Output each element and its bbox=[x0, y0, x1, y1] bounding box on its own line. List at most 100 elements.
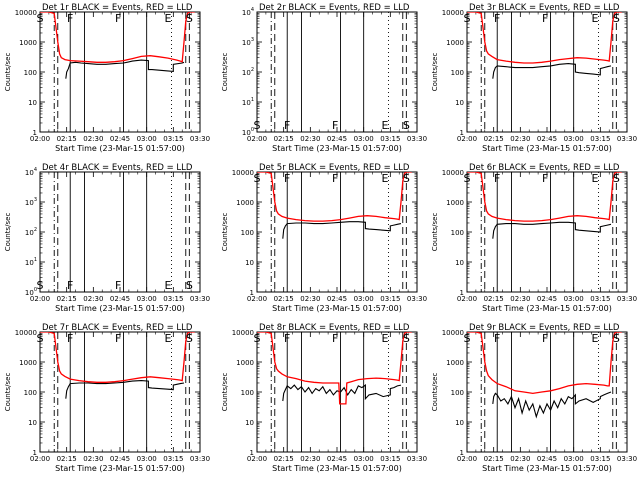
x-tick-label: 02:15 bbox=[57, 295, 77, 303]
marker-E: E bbox=[165, 279, 172, 292]
series-lld bbox=[467, 172, 622, 222]
marker-S: S bbox=[403, 119, 410, 132]
plot-frame bbox=[256, 331, 418, 453]
y-tick-label: 1000 bbox=[446, 359, 464, 367]
x-tick-label: 02:00 bbox=[457, 135, 477, 143]
y-axis-label: Counts/sec bbox=[4, 373, 12, 412]
y-tick-label: 102 bbox=[25, 227, 37, 237]
marker-S: S bbox=[613, 172, 620, 185]
x-tick-label: 02:15 bbox=[274, 135, 294, 143]
y-tick-label: 10000 bbox=[442, 329, 464, 337]
x-tick-label: 02:30 bbox=[300, 295, 320, 303]
x-tick-label: 02:45 bbox=[327, 135, 347, 143]
y-tick-label: 10 bbox=[455, 99, 464, 107]
y-tick-label: 1 bbox=[460, 289, 464, 297]
series-events bbox=[492, 63, 612, 79]
x-tick-label: 02:00 bbox=[30, 295, 50, 303]
x-tick-label: 02:00 bbox=[457, 295, 477, 303]
panel-2: Det 2r BLACK = Events, RED = LLD Counts/s… bbox=[221, 3, 427, 153]
panel-9: Det 9r BLACK = Events, RED = LLD Counts/s… bbox=[431, 323, 637, 473]
panel-8: Det 8r BLACK = Events, RED = LLD Counts/s… bbox=[221, 323, 427, 473]
plot-frame bbox=[39, 171, 201, 293]
x-tick-label: 02:00 bbox=[247, 135, 267, 143]
marker-S: S bbox=[613, 12, 620, 25]
panel-title: Det 7r BLACK = Events, RED = LLD bbox=[42, 323, 193, 333]
series-events bbox=[65, 59, 185, 79]
marker-S: S bbox=[37, 279, 44, 292]
series-lld bbox=[40, 12, 195, 63]
series-lld bbox=[257, 172, 412, 222]
panel-title: Det 2r BLACK = Events, RED = LLD bbox=[259, 3, 410, 13]
x-tick-label: 02:00 bbox=[457, 455, 477, 463]
y-tick-label: 1 bbox=[250, 289, 254, 297]
x-tick-label: 02:00 bbox=[30, 455, 50, 463]
y-axis-label: Counts/sec bbox=[4, 213, 12, 252]
x-tick-label: 03:30 bbox=[617, 295, 637, 303]
y-tick-label: 1 bbox=[250, 449, 254, 457]
x-tick-label: 03:00 bbox=[354, 295, 374, 303]
plot-frame bbox=[39, 11, 201, 133]
x-tick-label: 02:45 bbox=[110, 295, 130, 303]
panel-7: Det 7r BLACK = Events, RED = LLD Counts/s… bbox=[4, 323, 210, 473]
y-tick-label: 1000 bbox=[446, 199, 464, 207]
y-tick-label: 1000 bbox=[19, 39, 37, 47]
panel-title: Det 6r BLACK = Events, RED = LLD bbox=[469, 163, 620, 173]
series-events bbox=[282, 384, 402, 402]
marker-S: S bbox=[254, 332, 261, 345]
x-tick-label: 03:00 bbox=[354, 135, 374, 143]
marker-F: F bbox=[115, 332, 121, 345]
marker-F: F bbox=[542, 12, 548, 25]
x-tick-label: 02:15 bbox=[484, 295, 504, 303]
x-tick-label: 02:15 bbox=[274, 455, 294, 463]
panel-5: Det 5r BLACK = Events, RED = LLD Counts/s… bbox=[221, 163, 427, 313]
marker-F: F bbox=[284, 172, 290, 185]
marker-F: F bbox=[67, 279, 73, 292]
x-tick-label: 02:30 bbox=[510, 455, 530, 463]
x-tick-label: 03:00 bbox=[354, 455, 374, 463]
y-tick-label: 1000 bbox=[236, 359, 254, 367]
series-lld bbox=[467, 332, 622, 395]
series-lld bbox=[40, 332, 195, 383]
x-tick-label: 03:00 bbox=[564, 455, 584, 463]
x-tick-label: 02:30 bbox=[300, 455, 320, 463]
y-tick-label: 10000 bbox=[442, 169, 464, 177]
marker-E: E bbox=[165, 12, 172, 25]
y-axis-label: Counts/sec bbox=[431, 373, 439, 412]
x-tick-label: 02:00 bbox=[247, 455, 267, 463]
marker-E: E bbox=[382, 119, 389, 132]
x-tick-label: 02:30 bbox=[83, 295, 103, 303]
marker-S: S bbox=[37, 12, 44, 25]
x-tick-label: 03:30 bbox=[407, 455, 427, 463]
y-tick-label: 1000 bbox=[446, 39, 464, 47]
marker-E: E bbox=[382, 332, 389, 345]
y-tick-label: 1 bbox=[33, 129, 37, 137]
panel-title: Det 5r BLACK = Events, RED = LLD bbox=[259, 163, 410, 173]
x-tick-label: 02:45 bbox=[110, 135, 130, 143]
y-tick-label: 10000 bbox=[232, 329, 254, 337]
panel-title: Det 9r BLACK = Events, RED = LLD bbox=[469, 323, 620, 333]
plot-frame bbox=[466, 331, 628, 453]
x-tick-label: 02:45 bbox=[537, 295, 557, 303]
marker-F: F bbox=[494, 172, 500, 185]
marker-F: F bbox=[115, 279, 121, 292]
x-tick-label: 02:30 bbox=[300, 135, 320, 143]
y-tick-label: 100 bbox=[451, 389, 464, 397]
y-tick-label: 100 bbox=[241, 229, 254, 237]
x-axis-label: Start Time (23-Mar-15 01:57:00) bbox=[55, 304, 185, 313]
plot-frame bbox=[466, 11, 628, 133]
x-tick-label: 02:15 bbox=[57, 135, 77, 143]
marker-E: E bbox=[592, 332, 599, 345]
x-tick-label: 03:15 bbox=[380, 135, 400, 143]
marker-F: F bbox=[332, 332, 338, 345]
y-tick-label: 1000 bbox=[19, 359, 37, 367]
x-tick-label: 02:45 bbox=[537, 135, 557, 143]
plot-frame bbox=[256, 11, 418, 133]
x-tick-label: 03:30 bbox=[617, 135, 637, 143]
y-tick-label: 100 bbox=[242, 127, 254, 137]
x-axis-label: Start Time (23-Mar-15 01:57:00) bbox=[482, 304, 612, 313]
x-tick-label: 03:30 bbox=[190, 295, 210, 303]
marker-F: F bbox=[332, 119, 338, 132]
y-tick-label: 100 bbox=[451, 229, 464, 237]
marker-F: F bbox=[67, 12, 73, 25]
